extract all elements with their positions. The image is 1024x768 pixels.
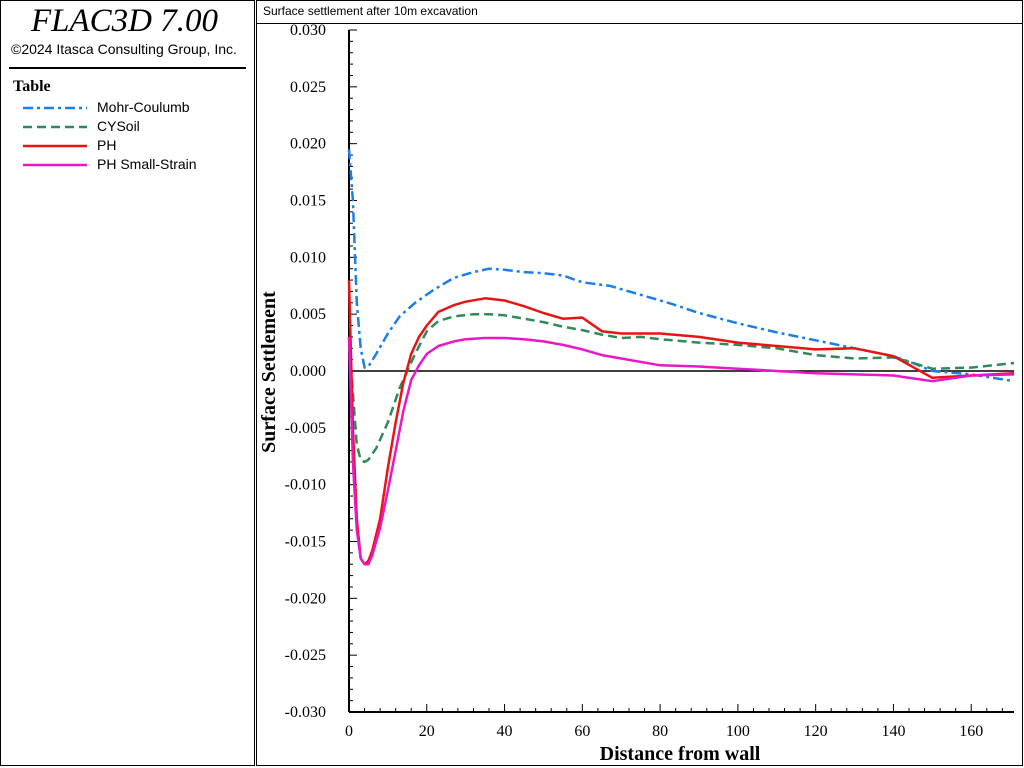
y-tick-label: 0.010 <box>290 249 326 266</box>
x-tick-label: 0 <box>345 723 353 740</box>
x-tick-label: 100 <box>726 723 750 740</box>
legend-item-mohr-coulumb[interactable]: Mohr-Coulumb <box>23 99 243 117</box>
series-lines <box>347 149 1015 566</box>
legend-panel: FLAC3D 7.00 ©2024 Itasca Consulting Grou… <box>0 0 255 766</box>
plot-panel <box>256 0 1023 766</box>
legend-title: Table <box>13 78 51 95</box>
axes: 0.030 0.025 0.020 0.015 0.010 0.005 0.000 -0.00… <box>285 22 1014 740</box>
plot-title: Surface settlement after 10m excavation <box>263 4 478 18</box>
y-tick-label: 0.015 <box>290 193 326 210</box>
x-tick-label: 80 <box>652 723 668 740</box>
x-axis-label: Distance from wall <box>600 743 761 765</box>
y-tick-label: 0.020 <box>290 136 326 153</box>
legend-swatch-cysoil <box>23 125 87 129</box>
series-line-mohr-coulumb <box>347 149 1015 383</box>
copyright-text: ©2024 Itasca Consulting Group, Inc. <box>11 41 237 57</box>
series-line-cysoil <box>347 312 1015 464</box>
y-tick-label: -0.025 <box>285 647 326 664</box>
series-line-ph-small-strain <box>347 336 1015 566</box>
y-tick-label: 0.005 <box>290 306 326 323</box>
legend-swatch-ph <box>23 144 87 148</box>
legend-divider <box>9 67 246 69</box>
x-tick-label: 40 <box>497 723 513 740</box>
x-tick-label: 120 <box>804 723 828 740</box>
legend-label: Mohr-Coulumb <box>97 99 190 115</box>
x-tick-label: 140 <box>881 723 905 740</box>
series-line-ph <box>347 280 1015 566</box>
y-tick-label: 0.000 <box>290 363 326 380</box>
legend-swatch-ph-small-strain <box>23 163 87 167</box>
x-tick-label: 60 <box>574 723 590 740</box>
title-divider <box>257 23 1022 24</box>
legend-item-cysoil[interactable]: CYSoil <box>23 118 243 136</box>
y-tick-label: -0.020 <box>285 590 326 607</box>
app-title: FLAC3D 7.00 <box>31 3 219 39</box>
x-tick-label: 20 <box>419 723 435 740</box>
y-tick-label: -0.005 <box>285 420 326 437</box>
y-axis-label: Surface Settlement <box>258 291 280 453</box>
y-tick-label: -0.015 <box>285 534 326 551</box>
x-tick-label: 160 <box>959 723 983 740</box>
legend-label: PH Small-Strain <box>97 156 197 172</box>
y-tick-label: -0.010 <box>285 477 326 494</box>
legend-label: CYSoil <box>97 118 140 134</box>
legend-item-ph[interactable]: PH <box>23 137 243 155</box>
y-tick-label: 0.025 <box>290 79 326 96</box>
legend-item-ph-small-strain[interactable]: PH Small-Strain <box>23 156 243 174</box>
y-tick-label: 0.030 <box>290 22 326 39</box>
legend-label: PH <box>97 137 117 153</box>
y-tick-label: -0.030 <box>285 704 326 721</box>
